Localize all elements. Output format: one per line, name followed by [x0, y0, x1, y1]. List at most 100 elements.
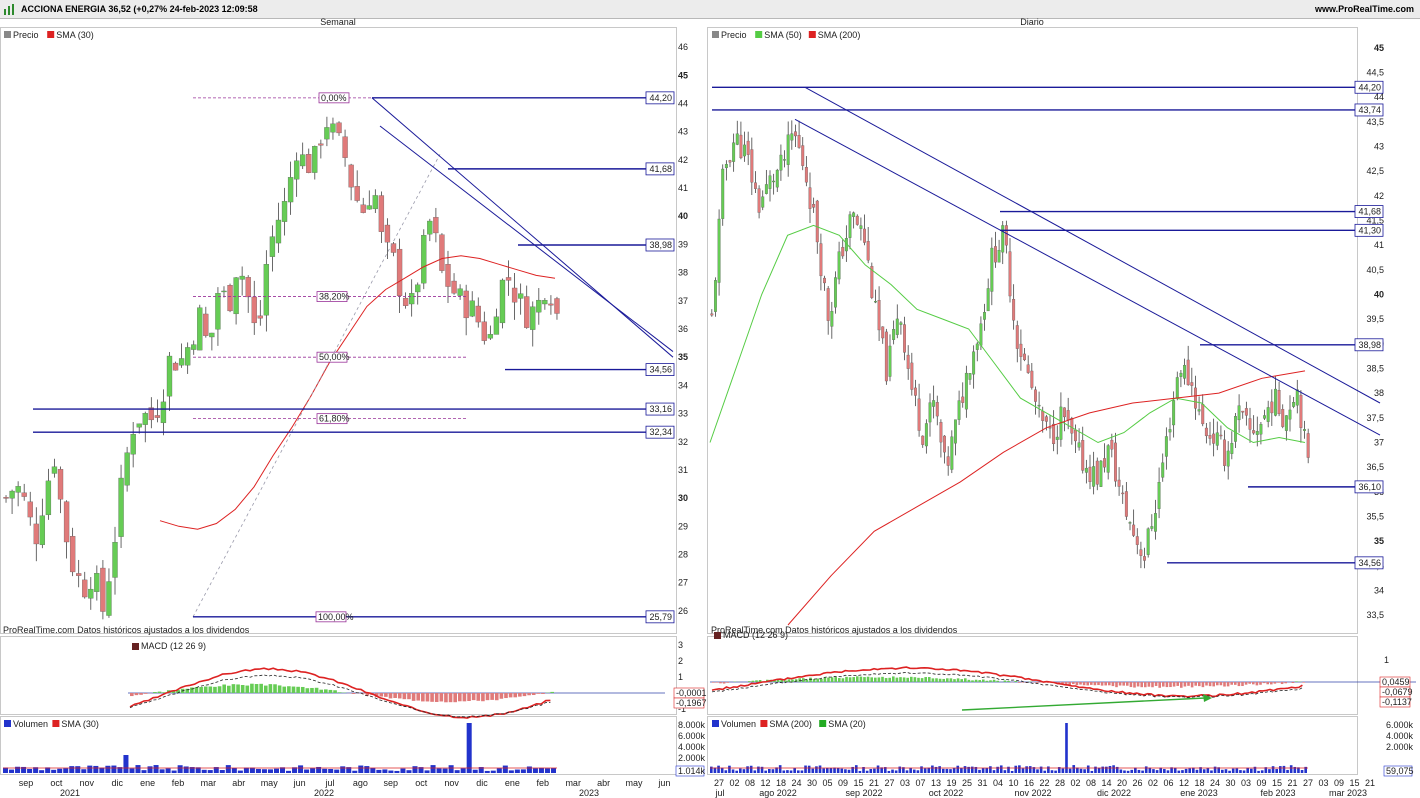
volume-bar	[927, 767, 931, 773]
volume-value-box	[1383, 765, 1413, 777]
macd-hist	[978, 680, 981, 682]
candle-body	[427, 220, 433, 235]
volume-bar	[753, 770, 757, 773]
volume-bar	[985, 768, 989, 773]
macd-hist	[863, 677, 866, 682]
daily-macd: MACD (12 26 9)1-10,0459-0,0679-0,1137	[710, 630, 1416, 711]
volume-bar	[775, 767, 778, 773]
volume-bar	[760, 766, 764, 773]
macd-hist	[222, 684, 227, 693]
volume-bar	[1068, 768, 1072, 773]
y-tick-label: 30	[678, 493, 688, 503]
volume-bar	[854, 765, 858, 773]
macd-hist	[1252, 682, 1255, 685]
macd-hist	[208, 686, 213, 693]
volume-bar	[225, 765, 231, 773]
volume-bar	[418, 767, 424, 773]
candle-body	[33, 523, 39, 545]
volume-bar	[165, 768, 171, 773]
macd-hist	[194, 687, 199, 693]
candle-body	[1201, 404, 1205, 425]
volume-bar	[825, 767, 829, 773]
macd-hist	[379, 693, 384, 697]
legend-swatch-1	[52, 720, 60, 727]
volume-bar	[171, 770, 177, 773]
volume-tick: 8.000k	[678, 720, 706, 730]
site-link[interactable]: www.ProRealTime.com	[1314, 4, 1414, 14]
macd-hist	[1097, 682, 1100, 686]
weekly-price-panel[interactable]	[0, 27, 677, 634]
volume-bar	[1202, 769, 1206, 773]
macd-hist	[1007, 680, 1010, 682]
macd-hist	[1219, 682, 1223, 686]
macd-hist	[1036, 682, 1039, 683]
volume-bar	[710, 766, 713, 773]
volume-tick: 4.000k	[678, 742, 706, 752]
daily-note: ProRealTime.com Datos históricos ajustad…	[711, 625, 958, 635]
macd-hist	[1082, 682, 1086, 686]
volume-bar	[526, 766, 532, 773]
macd-value-box	[673, 697, 705, 709]
sma-30-line	[159, 255, 556, 530]
weekly-macd: MACD (12 26 9) 3 2 1 -1 -0,0001-0,1967	[128, 640, 707, 719]
candle-body	[100, 567, 106, 612]
volume-bar	[1148, 767, 1152, 773]
weekly-macd-panel[interactable]	[0, 636, 677, 715]
volume-bar	[466, 723, 472, 773]
daily-volume: Volumen SMA (200) SMA (20) 6.000k4.000k2.00…	[710, 719, 1414, 777]
fib-label: 38,20%	[319, 292, 350, 302]
candle-body	[932, 400, 936, 407]
candle-body	[124, 452, 130, 486]
candle-body	[390, 243, 397, 253]
volume-bar	[1224, 769, 1228, 773]
x-day-label: 02	[1148, 778, 1158, 788]
volume-bar	[1155, 770, 1159, 773]
volume-bar	[1206, 768, 1210, 773]
candle-body	[954, 419, 957, 444]
macd-hist	[964, 678, 967, 682]
macd-hist	[938, 678, 942, 682]
x-day-label: 08	[745, 778, 755, 788]
macd-hist	[1216, 682, 1219, 686]
fib-label: 61,80%	[319, 414, 350, 424]
macd-hist	[245, 685, 250, 693]
volume-bar	[1083, 769, 1086, 773]
daily-macd-panel[interactable]	[707, 636, 1358, 715]
macd-hist	[1190, 682, 1194, 688]
macd-hist	[411, 693, 416, 701]
y-tick-label: 38	[1374, 388, 1384, 398]
macd-hist	[1144, 682, 1147, 688]
candle-body	[160, 401, 167, 424]
volume-bar	[1282, 765, 1286, 773]
x-month-label: jun	[657, 778, 670, 788]
candle-body	[968, 373, 972, 380]
macd-hist	[992, 679, 996, 682]
volume-bar	[249, 767, 255, 773]
candle-body	[761, 196, 765, 208]
volume-bar	[207, 770, 213, 773]
macd-swatch	[132, 643, 139, 650]
daily-volume-panel[interactable]	[707, 716, 1358, 775]
macd-hist	[176, 689, 180, 693]
weekly-x-axis: sep oct nov dic ene feb mar abr may jun jul ago sep o…	[19, 778, 671, 798]
candle-body	[451, 280, 457, 294]
macd-hist	[834, 677, 837, 682]
volume-bar	[782, 770, 786, 773]
volume-bar	[1090, 770, 1094, 773]
x-month-label: feb	[537, 778, 550, 788]
x-day-label: 14	[1101, 778, 1111, 788]
macd-hist	[1201, 682, 1205, 688]
daily-price-panel[interactable]	[707, 27, 1358, 634]
volume-bar	[1289, 765, 1293, 773]
candle-body	[1008, 251, 1012, 297]
candle-body	[830, 311, 834, 327]
macd-hist	[360, 693, 365, 694]
macd-hist	[1237, 682, 1241, 687]
candle-body	[15, 486, 21, 493]
candle-body	[548, 303, 554, 306]
x-day-label: 31	[977, 778, 987, 788]
divergence-arrow	[961, 697, 1206, 711]
weekly-volume-panel[interactable]	[0, 716, 677, 775]
candle-body	[154, 415, 161, 418]
